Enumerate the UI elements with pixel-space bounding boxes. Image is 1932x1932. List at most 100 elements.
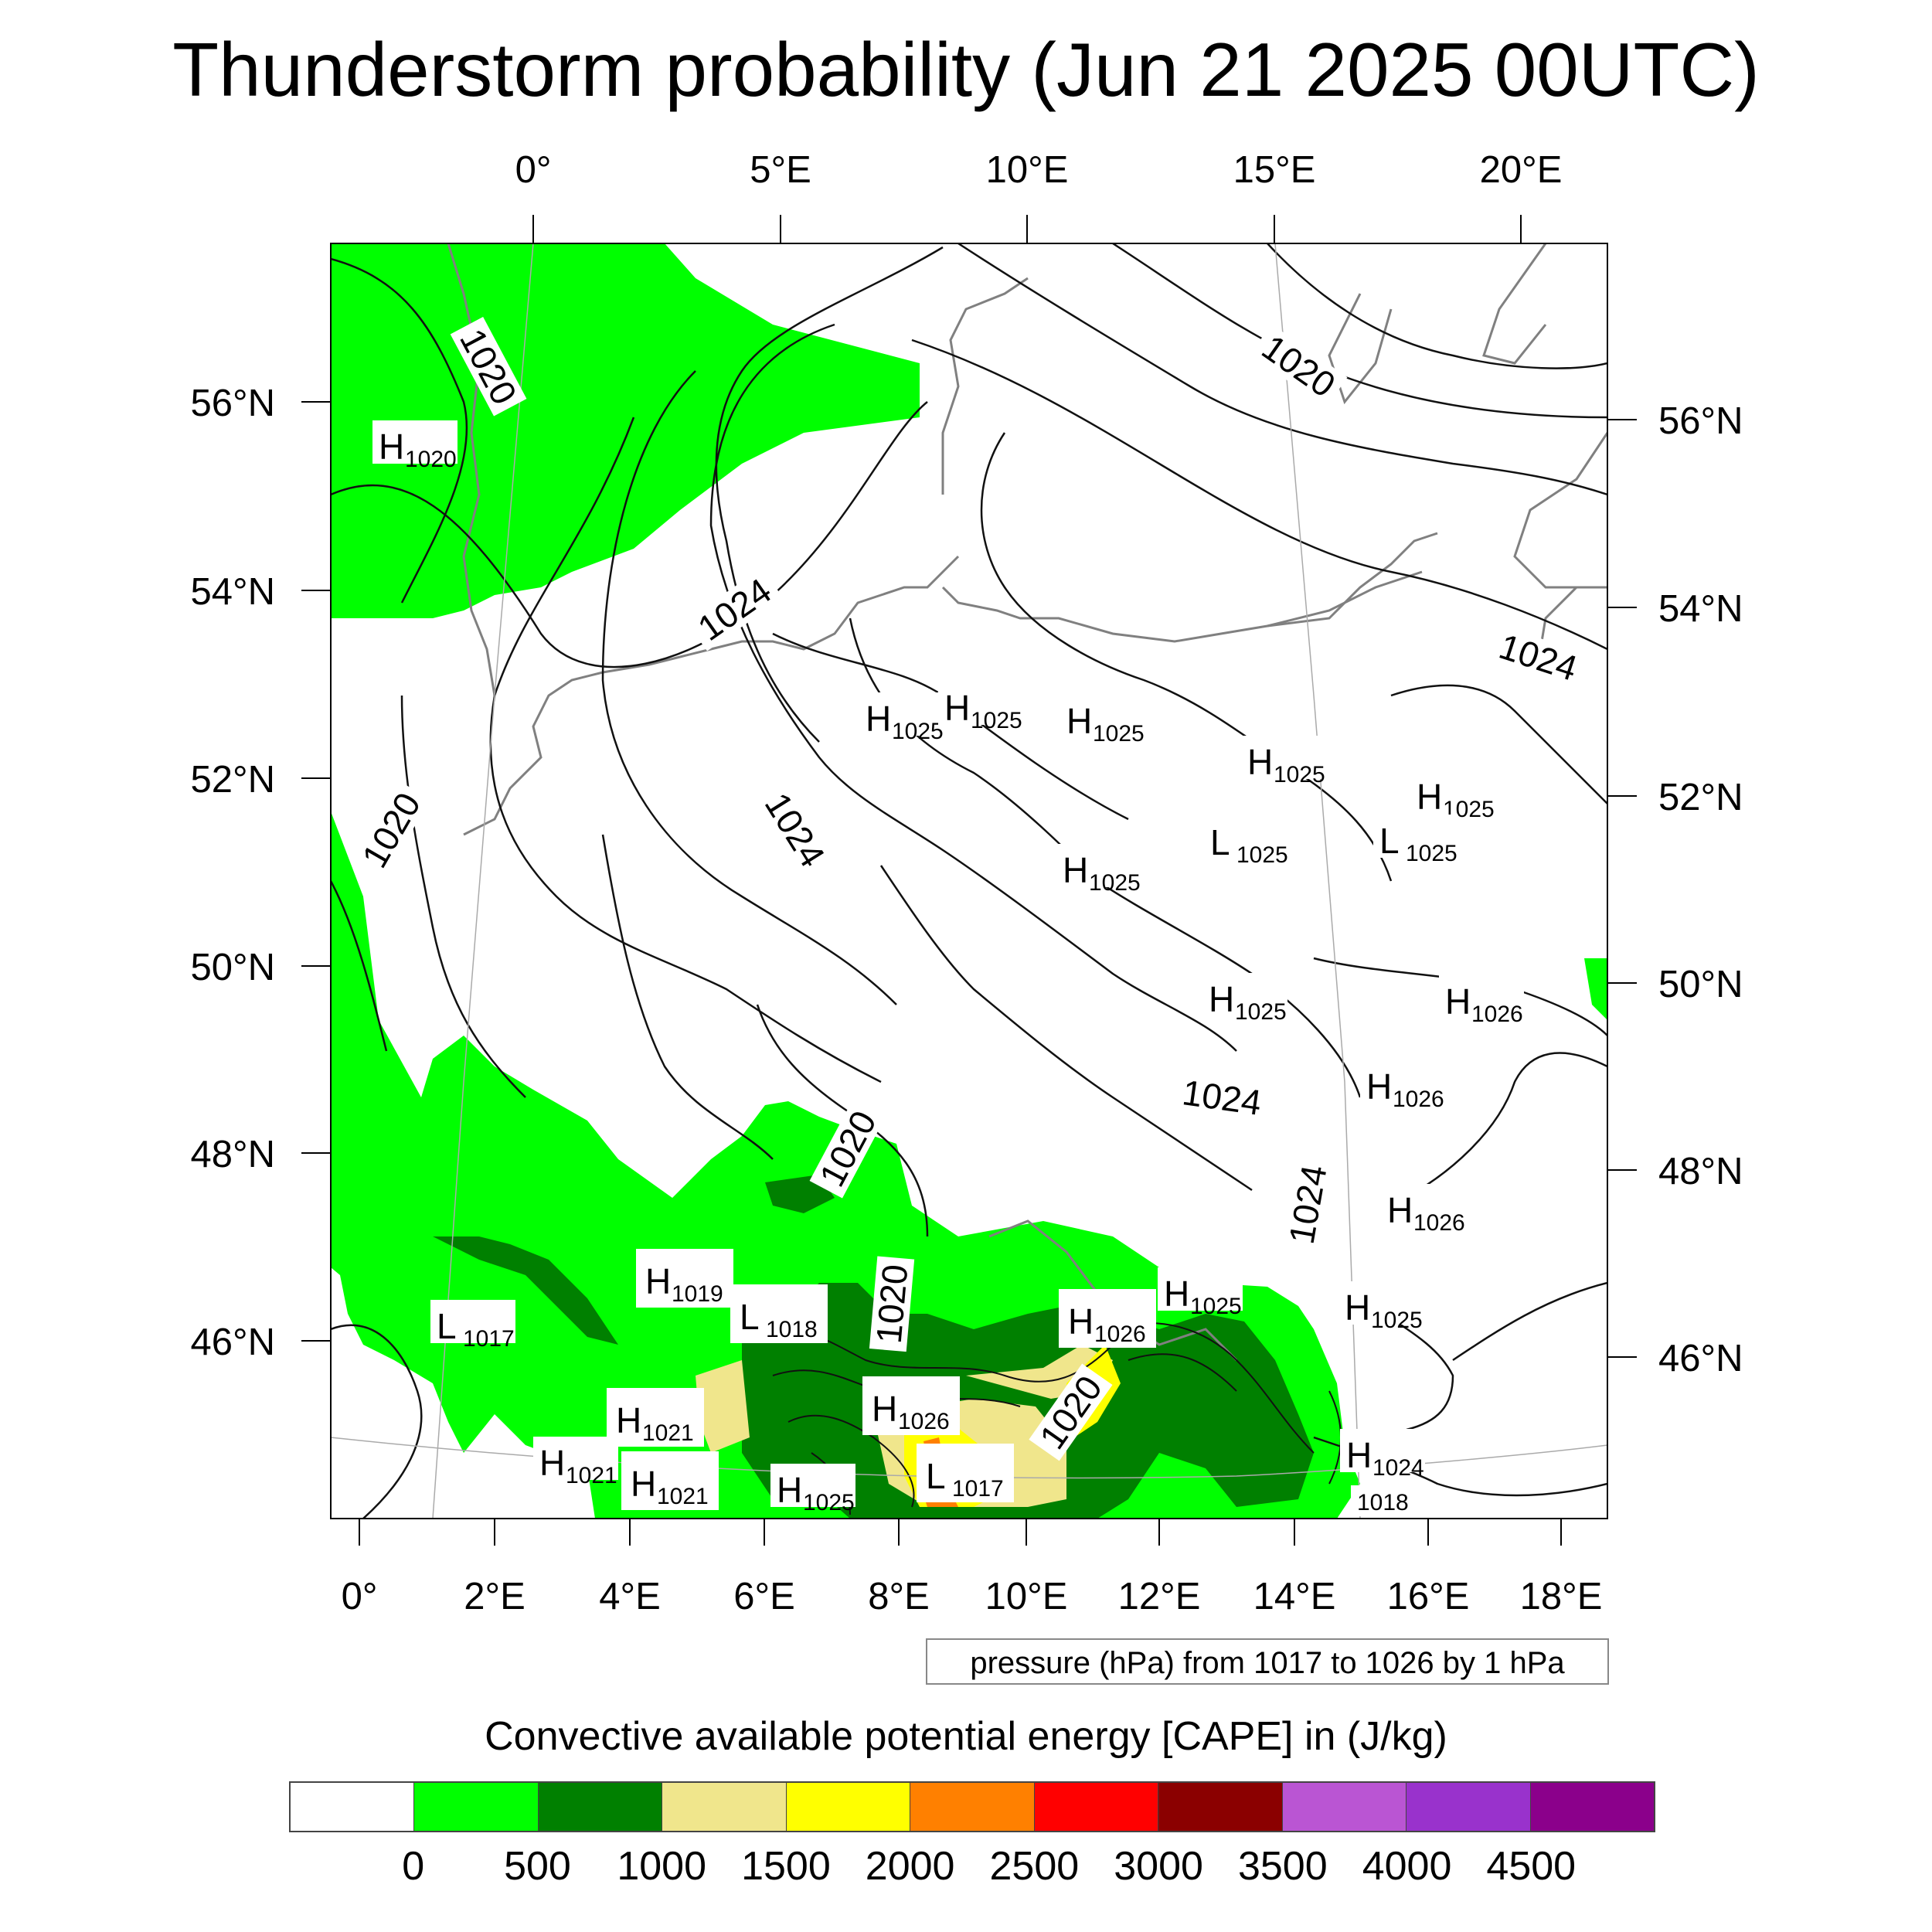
right-lat-label: 56°N	[1658, 400, 1743, 442]
coastlines	[447, 243, 1607, 1362]
pressure-center-value: 1018	[1357, 1490, 1409, 1515]
bottom-lon-label: 8°E	[868, 1576, 930, 1617]
pressure-center-value: 1025	[971, 708, 1022, 733]
colorbar-tick-label: 3500	[1237, 1844, 1328, 1889]
pressure-center-value: 1025	[1406, 841, 1458, 866]
colorbar-segment	[291, 1783, 415, 1831]
pressure-center-letter: H	[777, 1470, 802, 1510]
bottom-lon-label: 16°E	[1387, 1576, 1470, 1617]
left-lat-label: 52°N	[191, 759, 275, 801]
bottom-lon-label: 10°E	[985, 1576, 1068, 1617]
colorbar-segment	[414, 1783, 539, 1831]
pressure-center-letter: H	[944, 688, 970, 728]
pressure-center-value: 1025	[1190, 1294, 1242, 1319]
left-lat-label: 46°N	[191, 1321, 275, 1363]
contour-label: 1024	[1495, 626, 1582, 689]
bottom-lon-label: 4°E	[599, 1576, 661, 1617]
colorbar-segment	[1406, 1783, 1531, 1831]
bottom-lon-label: 0°	[342, 1576, 378, 1617]
pressure-center-value: 1026	[898, 1409, 950, 1434]
right-lat-label: 52°N	[1658, 777, 1743, 818]
colorbar-tick-label: 0	[402, 1844, 425, 1889]
pressure-center-letter: H	[1366, 1066, 1392, 1107]
pressure-contour-note: pressure (hPa) from 1017 to 1026 by 1 hP…	[926, 1638, 1609, 1685]
pressure-center-value: 1017	[463, 1326, 515, 1352]
pressure-center-value: 1026	[1471, 1002, 1523, 1027]
right-lat-label: 46°N	[1658, 1338, 1743, 1379]
map-title: Thunderstorm probability (Jun 21 2025 00…	[172, 27, 1760, 112]
pressure-center-letter: H	[872, 1389, 897, 1429]
pressure-center-value: 1025	[1093, 721, 1145, 747]
colorbar-segment	[538, 1783, 663, 1831]
contour-label: 1020	[869, 1263, 916, 1345]
colorbar-tick-label: 2000	[865, 1844, 955, 1889]
pressure-center-letter: H	[1068, 1301, 1094, 1342]
bottom-lon-label: 14°E	[1253, 1576, 1336, 1617]
pressure-center-letter: L	[1379, 821, 1400, 861]
pressure-center-letter: H	[1387, 1190, 1413, 1230]
colorbar-segment	[910, 1783, 1035, 1831]
pressure-center-letter: H	[1345, 1287, 1370, 1328]
colorbar-tick-label: 2500	[989, 1844, 1080, 1889]
bottom-lon-labels: 0° 2°E 4°E 6°E 8°E 10°E 12°E 14°E 16°E 1…	[342, 1576, 1603, 1617]
colorbar-title: Convective available potential energy [C…	[485, 1714, 1447, 1759]
left-lat-label: 54°N	[191, 571, 275, 613]
contour-label: 1024	[1281, 1162, 1335, 1247]
pressure-center-letter: H	[1164, 1274, 1189, 1314]
pressure-center-letter: H	[1346, 1435, 1372, 1475]
pressure-center-letter: H	[1063, 850, 1088, 890]
bottom-lon-label: 18°E	[1520, 1576, 1603, 1617]
colorbar-tick-label: 3000	[1114, 1844, 1203, 1889]
colorbar-tick-label: 4500	[1486, 1844, 1577, 1889]
pressure-center-value: 1026	[1413, 1210, 1465, 1236]
pressure-center-value: 1025	[1089, 870, 1141, 896]
map-frame	[330, 243, 1608, 1519]
pressure-center-letter: H	[1066, 701, 1092, 741]
left-lat-label: 48°N	[191, 1134, 275, 1175]
pressure-center-value: 1021	[642, 1420, 694, 1446]
right-lat-labels: 56°N 54°N 52°N 50°N 48°N 46°N	[1658, 400, 1743, 1379]
pressure-center-value: 1020	[405, 447, 457, 472]
pressure-center-value: 1026	[1393, 1087, 1444, 1112]
pressure-center-value: 1017	[952, 1476, 1004, 1502]
pressure-center-letter: H	[1445, 981, 1471, 1022]
colorbar-ticks: 0 500 1000 1500 2000 2500 3000 3500 4000 4500	[0, 1841, 1932, 1895]
bottom-lon-label: 12°E	[1118, 1576, 1201, 1617]
pressure-center-value: 1025	[1274, 762, 1325, 787]
pressure-center-letter: L	[926, 1456, 946, 1496]
top-lon-labels: 0° 5°E 10°E 15°E 20°E	[515, 149, 1563, 191]
pressure-center-letter: H	[866, 699, 891, 739]
pressure-center-value: 1025	[803, 1490, 855, 1515]
colorbar-segment	[1158, 1783, 1283, 1831]
top-lon-label: 0°	[515, 149, 552, 191]
bottom-lon-label: 2°E	[464, 1576, 526, 1617]
left-lat-labels: 56°N 54°N 52°N 50°N 48°N 46°N	[191, 383, 275, 1363]
pressure-center-value: 1024	[1372, 1455, 1424, 1481]
pressure-center-letter: H	[645, 1261, 671, 1301]
pressure-center-letter: H	[539, 1443, 565, 1483]
pressure-center-value: 1021	[657, 1484, 709, 1509]
pressure-center-letter: H	[631, 1464, 656, 1504]
pressure-center-letter: L	[1210, 822, 1230, 862]
pressure-center-value: 1019	[672, 1281, 723, 1307]
top-lon-label: 20°E	[1480, 149, 1563, 191]
left-lat-ticks	[301, 401, 331, 1342]
pressure-center-letter: H	[1417, 777, 1442, 817]
colorbar-segment	[1034, 1783, 1159, 1831]
colorbar-tick-label: 4000	[1362, 1844, 1452, 1889]
left-lat-label: 50°N	[191, 947, 275, 988]
pressure-center-value: 1018	[766, 1317, 818, 1342]
pressure-center-letter: H	[379, 427, 404, 467]
colorbar-tick-label: 500	[504, 1844, 571, 1889]
pressure-center-value: 1025	[1236, 842, 1288, 868]
colorbar-segment	[1530, 1783, 1654, 1831]
right-lat-ticks	[1607, 419, 1637, 1358]
bottom-lon-label: 6°E	[733, 1576, 795, 1617]
pressure-center-value: 1025	[892, 719, 944, 744]
pressure-center-letter: L	[740, 1297, 760, 1337]
colorbar-tick-label: 1000	[617, 1844, 707, 1889]
contour-label: 1024	[1180, 1072, 1264, 1123]
pressure-center-letter: H	[1209, 979, 1234, 1019]
pressure-center-letter: L	[437, 1306, 457, 1346]
